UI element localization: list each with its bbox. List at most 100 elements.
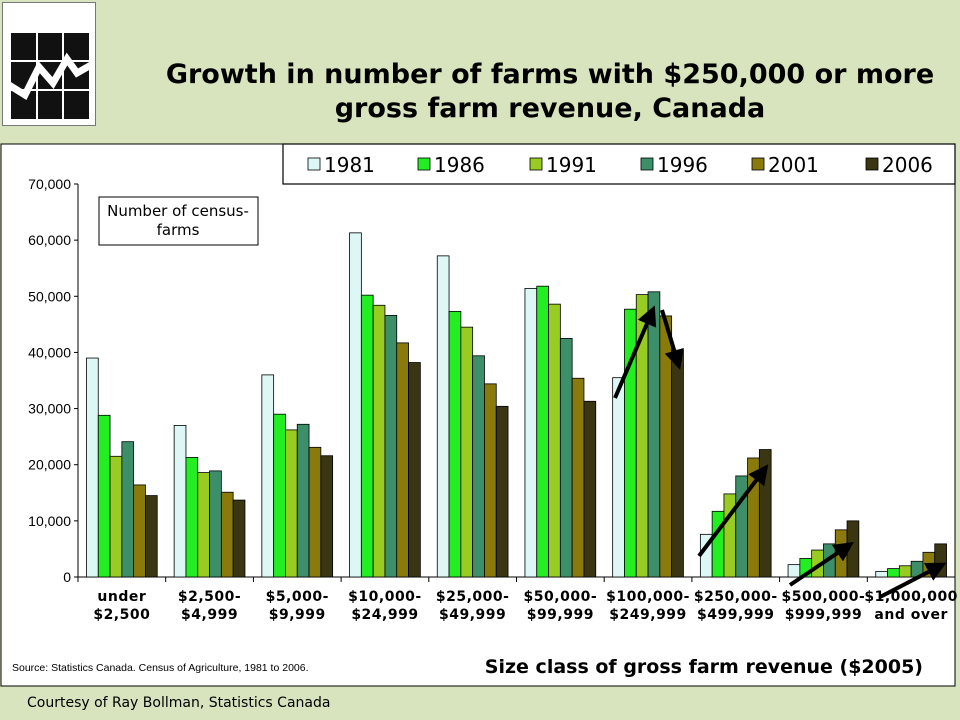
x-tick-label: $5,000- (266, 589, 329, 605)
bar-2006-0 (145, 495, 158, 578)
x-tick-label: $2,500- (178, 589, 241, 605)
trend-arrow-3 (697, 464, 769, 558)
x-tick-label: under (97, 589, 146, 605)
bar-1981-9 (875, 570, 888, 578)
bar-2006-5 (583, 400, 597, 578)
x-tick-label: $999,999 (785, 607, 863, 623)
bar-1996-5 (559, 337, 573, 578)
bar-2006-6 (671, 349, 684, 578)
x-tick-label: $100,000- (606, 589, 690, 605)
bar-1981-1 (173, 425, 187, 578)
bar-1981-0 (86, 357, 99, 578)
bar-1986-7 (711, 510, 725, 578)
bar-1986-3 (360, 294, 374, 578)
x-tick-label: $10,000- (348, 589, 422, 605)
bar-1981-3 (349, 232, 362, 578)
y-tick-label: 60,000 (28, 232, 71, 248)
bar-1991-4 (460, 326, 474, 578)
legend-label-1996: 1996 (657, 153, 708, 177)
title-line-1: Growth in number of farms with $250,000 … (165, 59, 935, 90)
bar-1991-2 (285, 429, 298, 578)
slide-title: Growth in number of farms with $250,000 … (150, 58, 950, 126)
bar-1996-6 (647, 291, 661, 578)
legend-label-1991: 1991 (546, 153, 597, 177)
bar-2001-4 (484, 383, 497, 578)
x-tick-label: $2,500 (93, 607, 150, 623)
bar-1991-3 (372, 304, 386, 578)
bar-2006-4 (495, 405, 509, 578)
x-tick-label: $49,999 (439, 607, 506, 623)
trend-arrow-4 (788, 541, 854, 587)
x-tick-label: $1,000,000 (864, 589, 958, 605)
bar-1986-5 (536, 285, 549, 578)
title-line-2: gross farm revenue, Canada (334, 93, 766, 124)
ylabel-box (98, 196, 259, 246)
bar-1981-8 (787, 564, 801, 578)
x-tick-label: $250,000- (694, 589, 778, 605)
trend-arrow-2 (660, 309, 684, 370)
bar-2001-0 (133, 484, 146, 578)
bar-1996-4 (472, 355, 485, 578)
legend-swatch-1986 (417, 157, 431, 171)
y-tick-label: 30,000 (28, 401, 71, 417)
x-tick-label: $499,999 (697, 607, 775, 623)
x-tick-label: $500,000- (782, 589, 866, 605)
source-note: Source: Statistics Canada. Census of Agr… (12, 662, 309, 674)
bar-2001-2 (308, 446, 322, 578)
x-tick-label: $24,999 (351, 607, 418, 623)
y-tick-label: 20,000 (28, 457, 71, 473)
bar-1986-9 (887, 568, 900, 578)
bar-1991-0 (109, 455, 123, 578)
bar-1996-2 (296, 423, 310, 578)
x-tick-label: $25,000- (436, 589, 510, 605)
y-tick-label: 70,000 (28, 176, 71, 192)
y-tick-label: 50,000 (28, 288, 71, 304)
bar-1981-4 (436, 255, 450, 578)
legend-swatch-1996 (640, 157, 654, 171)
bar-1986-1 (185, 457, 199, 578)
bar-1991-5 (548, 303, 561, 578)
x-axis-title: Size class of gross farm revenue ($2005) (485, 656, 923, 678)
bar-1991-9 (898, 565, 912, 578)
legend-label-2001: 2001 (768, 153, 819, 177)
bar-2001-3 (396, 342, 409, 578)
bar-2001-1 (220, 491, 234, 578)
bar-2001-6 (659, 315, 673, 578)
y-tick-label: 40,000 (28, 344, 71, 360)
statistics-canada-logo-icon (2, 2, 96, 126)
y-tick-label: 0 (63, 569, 71, 585)
ylabel-text: Number of census- (107, 202, 249, 220)
x-tick-label: $99,999 (527, 607, 594, 623)
bar-2006-7 (758, 449, 772, 578)
legend-label-1986: 1986 (434, 153, 485, 177)
bar-1986-4 (448, 311, 462, 578)
bar-2001-5 (571, 377, 585, 578)
bar-1986-2 (273, 413, 286, 578)
bar-1981-6 (612, 377, 625, 578)
legend-swatch-1981 (307, 157, 321, 171)
bar-2006-2 (320, 455, 334, 578)
x-tick-label: $249,999 (609, 607, 687, 623)
bar-1996-3 (384, 314, 398, 578)
x-tick-label: $50,000- (524, 589, 598, 605)
x-tick-label: $9,999 (269, 607, 326, 623)
courtesy-note: Courtesy of Ray Bollman, Statistics Cana… (27, 695, 331, 711)
legend (282, 143, 956, 185)
bar-1996-1 (209, 470, 222, 578)
legend-swatch-1991 (529, 157, 543, 171)
bar-1986-0 (97, 414, 111, 578)
bar-2006-8 (846, 520, 860, 578)
x-tick-label: and over (874, 607, 947, 623)
logo-graphic (7, 33, 93, 119)
bar-1981-2 (261, 374, 275, 578)
legend-swatch-2006 (865, 157, 879, 171)
bar-1991-7 (723, 493, 737, 578)
bar-1991-1 (197, 472, 210, 578)
bar-2006-3 (408, 362, 421, 578)
ylabel-text: farms (157, 221, 200, 239)
bar-2006-1 (232, 499, 246, 578)
legend-swatch-2001 (751, 157, 765, 171)
bar-1981-5 (524, 288, 538, 578)
x-tick-label: $4,999 (181, 607, 238, 623)
